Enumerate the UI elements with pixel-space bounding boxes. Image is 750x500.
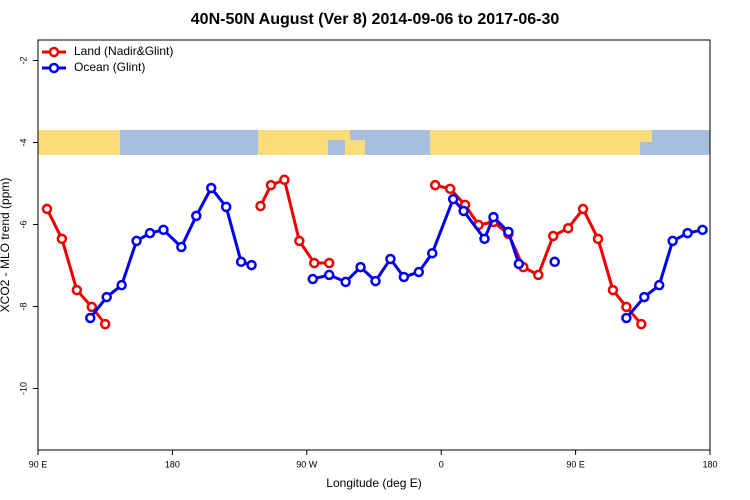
- point: [577, 203, 589, 215]
- point: [255, 200, 266, 212]
- point: [99, 318, 111, 330]
- point: [323, 269, 335, 281]
- point: [385, 253, 396, 265]
- legend-marker: [48, 46, 60, 58]
- y-axis-title: XCO2 - MLO trend (ppm): [0, 178, 12, 313]
- chart-title: 40N-50N August (Ver 8) 2014-09-06 to 201…: [191, 11, 560, 28]
- point: [101, 291, 112, 303]
- plot-frame: [37, 39, 711, 451]
- point: [549, 256, 560, 268]
- map-strip: [38, 130, 710, 155]
- point: [479, 233, 490, 245]
- x-tick-label: 0: [439, 459, 444, 469]
- point: [533, 269, 544, 281]
- point: [235, 256, 247, 268]
- point: [205, 182, 217, 194]
- point: [667, 235, 678, 247]
- series-line: [625, 228, 703, 319]
- point: [71, 284, 83, 296]
- legend-marker: [48, 62, 60, 74]
- point: [636, 318, 647, 330]
- point: [246, 259, 257, 271]
- point: [56, 233, 68, 245]
- point: [444, 183, 456, 195]
- point: [398, 271, 410, 283]
- point: [447, 193, 459, 205]
- point: [191, 210, 202, 222]
- series-line: [259, 177, 330, 265]
- y-tick-label: -2: [18, 56, 28, 64]
- point: [131, 235, 142, 247]
- point: [592, 233, 604, 245]
- x-tick-label: 90 E: [566, 459, 585, 469]
- point: [294, 235, 305, 247]
- point: [323, 257, 335, 269]
- y-tick-label: -4: [18, 138, 28, 146]
- x-axis-title: Longitude (deg E): [326, 476, 421, 490]
- point: [279, 174, 290, 186]
- point: [116, 279, 127, 291]
- point: [220, 201, 232, 213]
- point: [144, 227, 156, 239]
- point: [458, 205, 469, 217]
- point: [639, 291, 650, 303]
- point: [355, 261, 366, 273]
- point: [513, 258, 525, 270]
- x-tick-label: 90 W: [296, 459, 318, 469]
- legend-label: Ocean (Glint): [74, 60, 145, 74]
- point: [158, 224, 169, 236]
- point: [307, 273, 319, 285]
- point: [340, 276, 351, 288]
- point: [621, 301, 632, 313]
- point: [309, 257, 320, 269]
- y-tick-label: -6: [18, 220, 28, 228]
- point: [429, 179, 441, 191]
- y-tick-label: -10: [18, 382, 28, 395]
- point: [562, 222, 574, 234]
- point: [413, 266, 425, 278]
- point: [265, 179, 277, 191]
- point: [682, 227, 693, 239]
- point: [607, 284, 619, 296]
- y-tick-label: -8: [18, 302, 28, 310]
- x-tick-label: 180: [165, 459, 180, 469]
- legend-label: Land (Nadir&Glint): [74, 44, 173, 58]
- x-tick-label: 180: [702, 459, 717, 469]
- point: [547, 230, 559, 242]
- point: [85, 312, 96, 324]
- point: [621, 312, 632, 324]
- point: [86, 301, 98, 313]
- point: [503, 226, 514, 238]
- point: [488, 211, 499, 223]
- point: [176, 241, 187, 253]
- x-tick-label: 90 E: [29, 459, 48, 469]
- point: [653, 279, 665, 291]
- point: [697, 224, 708, 236]
- point: [426, 247, 438, 259]
- point: [370, 275, 381, 287]
- point: [41, 203, 53, 215]
